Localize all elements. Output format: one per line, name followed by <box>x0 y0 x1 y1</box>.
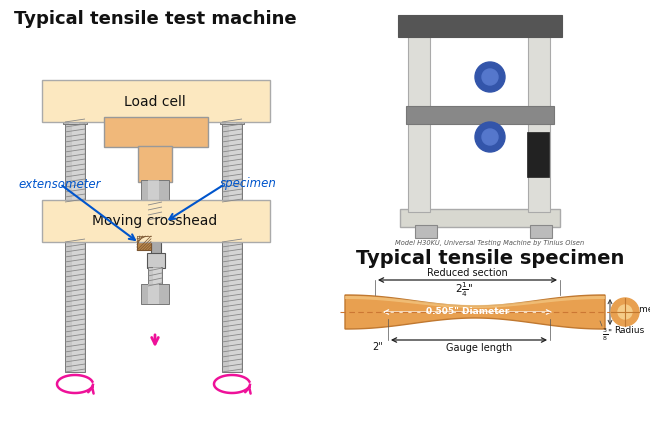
FancyBboxPatch shape <box>42 200 270 242</box>
FancyBboxPatch shape <box>406 106 554 124</box>
FancyBboxPatch shape <box>400 209 560 227</box>
FancyBboxPatch shape <box>148 267 162 286</box>
Text: $\frac{3}{4}$": $\frac{3}{4}$" <box>613 301 623 318</box>
Text: Load cell: Load cell <box>124 95 186 109</box>
FancyBboxPatch shape <box>65 242 85 372</box>
Text: specimen: specimen <box>220 178 277 191</box>
Circle shape <box>618 305 632 319</box>
FancyBboxPatch shape <box>222 122 242 202</box>
FancyBboxPatch shape <box>226 110 235 124</box>
FancyBboxPatch shape <box>147 218 165 236</box>
FancyBboxPatch shape <box>408 27 430 212</box>
FancyBboxPatch shape <box>398 15 562 37</box>
Text: Reduced section: Reduced section <box>427 268 508 278</box>
Circle shape <box>475 62 505 92</box>
FancyBboxPatch shape <box>72 122 84 202</box>
FancyBboxPatch shape <box>141 180 169 200</box>
Text: Moving crosshead: Moving crosshead <box>92 214 218 228</box>
Text: Radius: Radius <box>614 326 644 335</box>
FancyBboxPatch shape <box>151 234 161 254</box>
FancyBboxPatch shape <box>42 80 270 122</box>
FancyBboxPatch shape <box>69 110 79 124</box>
FancyBboxPatch shape <box>220 110 244 124</box>
FancyBboxPatch shape <box>148 204 162 220</box>
Text: Model H30KU, Universal Testing Machine by Tinius Olsen: Model H30KU, Universal Testing Machine b… <box>395 240 584 246</box>
FancyBboxPatch shape <box>153 267 161 286</box>
Text: (a): (a) <box>406 26 417 35</box>
Polygon shape <box>345 295 605 329</box>
Text: Diameter: Diameter <box>624 305 650 314</box>
FancyBboxPatch shape <box>72 242 84 372</box>
FancyBboxPatch shape <box>229 122 241 202</box>
FancyBboxPatch shape <box>528 27 550 212</box>
FancyBboxPatch shape <box>148 284 159 304</box>
Circle shape <box>475 122 505 152</box>
Circle shape <box>482 69 498 85</box>
Text: Typical tensile test machine: Typical tensile test machine <box>14 10 296 28</box>
Circle shape <box>611 298 639 326</box>
FancyBboxPatch shape <box>147 253 165 268</box>
Polygon shape <box>345 296 605 308</box>
Text: Typical tensile specimen: Typical tensile specimen <box>356 249 624 268</box>
FancyBboxPatch shape <box>530 225 552 238</box>
FancyBboxPatch shape <box>65 122 85 202</box>
FancyBboxPatch shape <box>141 284 169 304</box>
FancyBboxPatch shape <box>527 132 549 177</box>
FancyBboxPatch shape <box>148 180 159 200</box>
Text: 2": 2" <box>372 342 383 352</box>
Text: extensometer: extensometer <box>18 178 101 191</box>
FancyBboxPatch shape <box>137 236 151 250</box>
Circle shape <box>482 129 498 145</box>
Text: 0.505" Diameter: 0.505" Diameter <box>426 308 509 317</box>
FancyBboxPatch shape <box>222 242 242 372</box>
FancyBboxPatch shape <box>63 110 87 124</box>
Text: $2\frac{1}{4}$": $2\frac{1}{4}$" <box>456 281 474 299</box>
FancyBboxPatch shape <box>229 242 241 372</box>
Text: $\frac{3}{8}$": $\frac{3}{8}$" <box>602 326 612 343</box>
FancyBboxPatch shape <box>138 146 172 182</box>
FancyBboxPatch shape <box>153 204 161 220</box>
FancyBboxPatch shape <box>104 117 208 147</box>
FancyBboxPatch shape <box>415 225 437 238</box>
Text: Gauge length: Gauge length <box>446 343 512 353</box>
